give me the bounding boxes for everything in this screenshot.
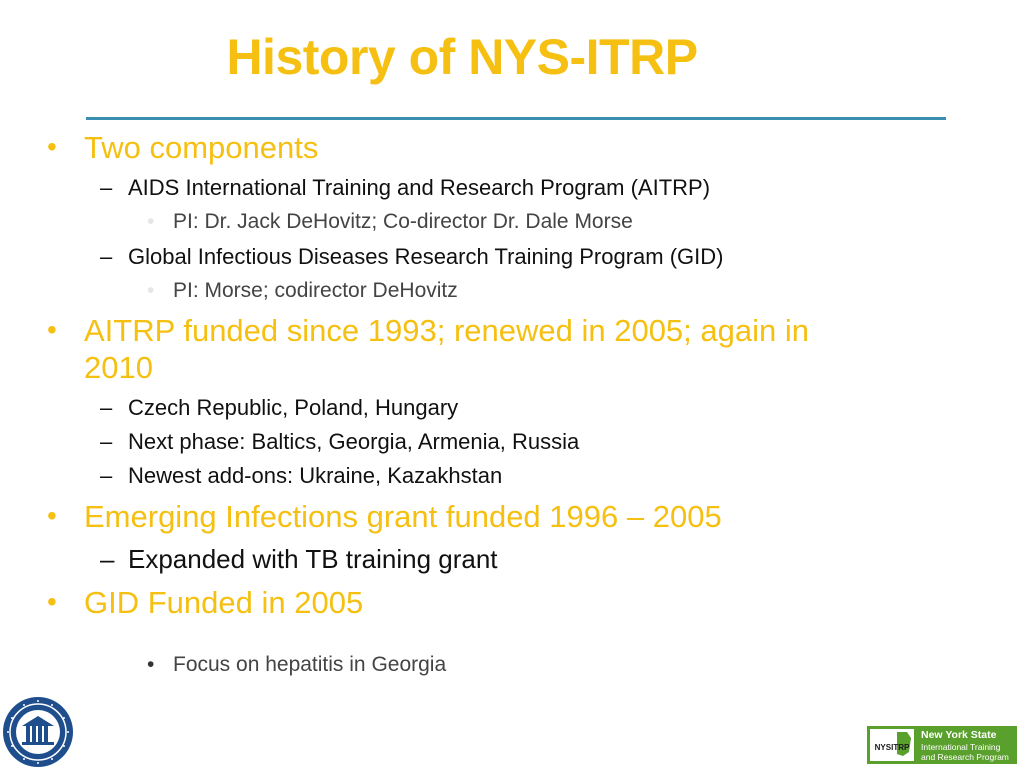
bullet-mark: • [47,131,57,162]
sub-bullet-newest-add-ons: – Newest add-ons: Ukraine, Kazakhstan [100,463,503,489]
sub-sub-bullet-gid-pi: • PI: Morse; codirector DeHovitz [147,279,458,303]
bullet-text: Focus on hepatitis in Georgia [173,653,447,676]
logo-badge-text: NYSITRP [875,743,910,752]
dash-mark: – [100,463,113,488]
dash-mark: – [100,244,113,269]
bullet-text: PI: Morse; codirector DeHovitz [173,279,458,302]
bullet-text: GID Funded in 2005 [84,585,364,620]
sub-sub-bullet-hepatitis: • Focus on hepatitis in Georgia [147,653,447,677]
title-divider [86,117,946,120]
bullet-text: Emerging Infections grant funded 1996 – … [84,499,722,534]
dash-mark: – [100,395,113,420]
bullet-mark: • [147,210,155,233]
logo-line-1: New York State [921,729,997,741]
bullet-text: Newest add-ons: Ukraine, Kazakhstan [128,463,503,488]
bullet-text: Two components [84,130,319,165]
sub-bullet-aitrp: – AIDS International Training and Resear… [100,175,711,201]
logo-line-2: International Training [921,742,1001,752]
sub-bullet-next-phase: – Next phase: Baltics, Georgia, Armenia,… [100,429,580,455]
sub-bullet-czech: – Czech Republic, Poland, Hungary [100,395,459,421]
bullet-aitrp-funded: • AITRP funded since 1993; renewed in 20… [47,313,809,349]
bullet-text: Next phase: Baltics, Georgia, Armenia, R… [128,429,580,454]
sub-sub-bullet-aitrp-pi: • PI: Dr. Jack DeHovitz; Co-director Dr.… [147,210,633,234]
university-seal-logo [3,697,73,767]
bullet-emerging-infections: • Emerging Infections grant funded 1996 … [47,499,722,535]
bullet-mark: • [147,653,155,676]
dash-mark: – [100,429,113,454]
bullet-text-continued: 2010 [84,350,153,385]
bullet-aitrp-funded-continued: 2010 [84,350,153,386]
bullet-text: AIDS International Training and Research… [128,175,711,200]
bullet-text: Expanded with TB training grant [128,544,498,574]
sub-bullet-gid: – Global Infectious Diseases Research Tr… [100,244,724,270]
bullet-text: Czech Republic, Poland, Hungary [128,395,459,420]
bullet-text: PI: Dr. Jack DeHovitz; Co-director Dr. D… [173,210,633,233]
bullet-mark: • [47,500,57,531]
slide-title: History of NYS-ITRP [226,29,698,85]
logo-line-3: and Research Program [921,752,1009,762]
bullet-mark: • [147,279,155,302]
dash-mark: – [100,175,113,200]
dash-mark: – [100,544,115,574]
bullet-text: Global Infectious Diseases Research Trai… [128,244,724,269]
sub-bullet-tb-grant: – Expanded with TB training grant [100,544,498,575]
bullet-gid-funded: • GID Funded in 2005 [47,585,364,621]
nysitrp-logo: NYSITRP New York State International Tra… [867,726,1017,764]
bullet-mark: • [47,586,57,617]
bullet-text: AITRP funded since 1993; renewed in 2005… [84,313,809,348]
bullet-two-components: • Two components [47,130,319,166]
bullet-mark: • [47,314,57,345]
